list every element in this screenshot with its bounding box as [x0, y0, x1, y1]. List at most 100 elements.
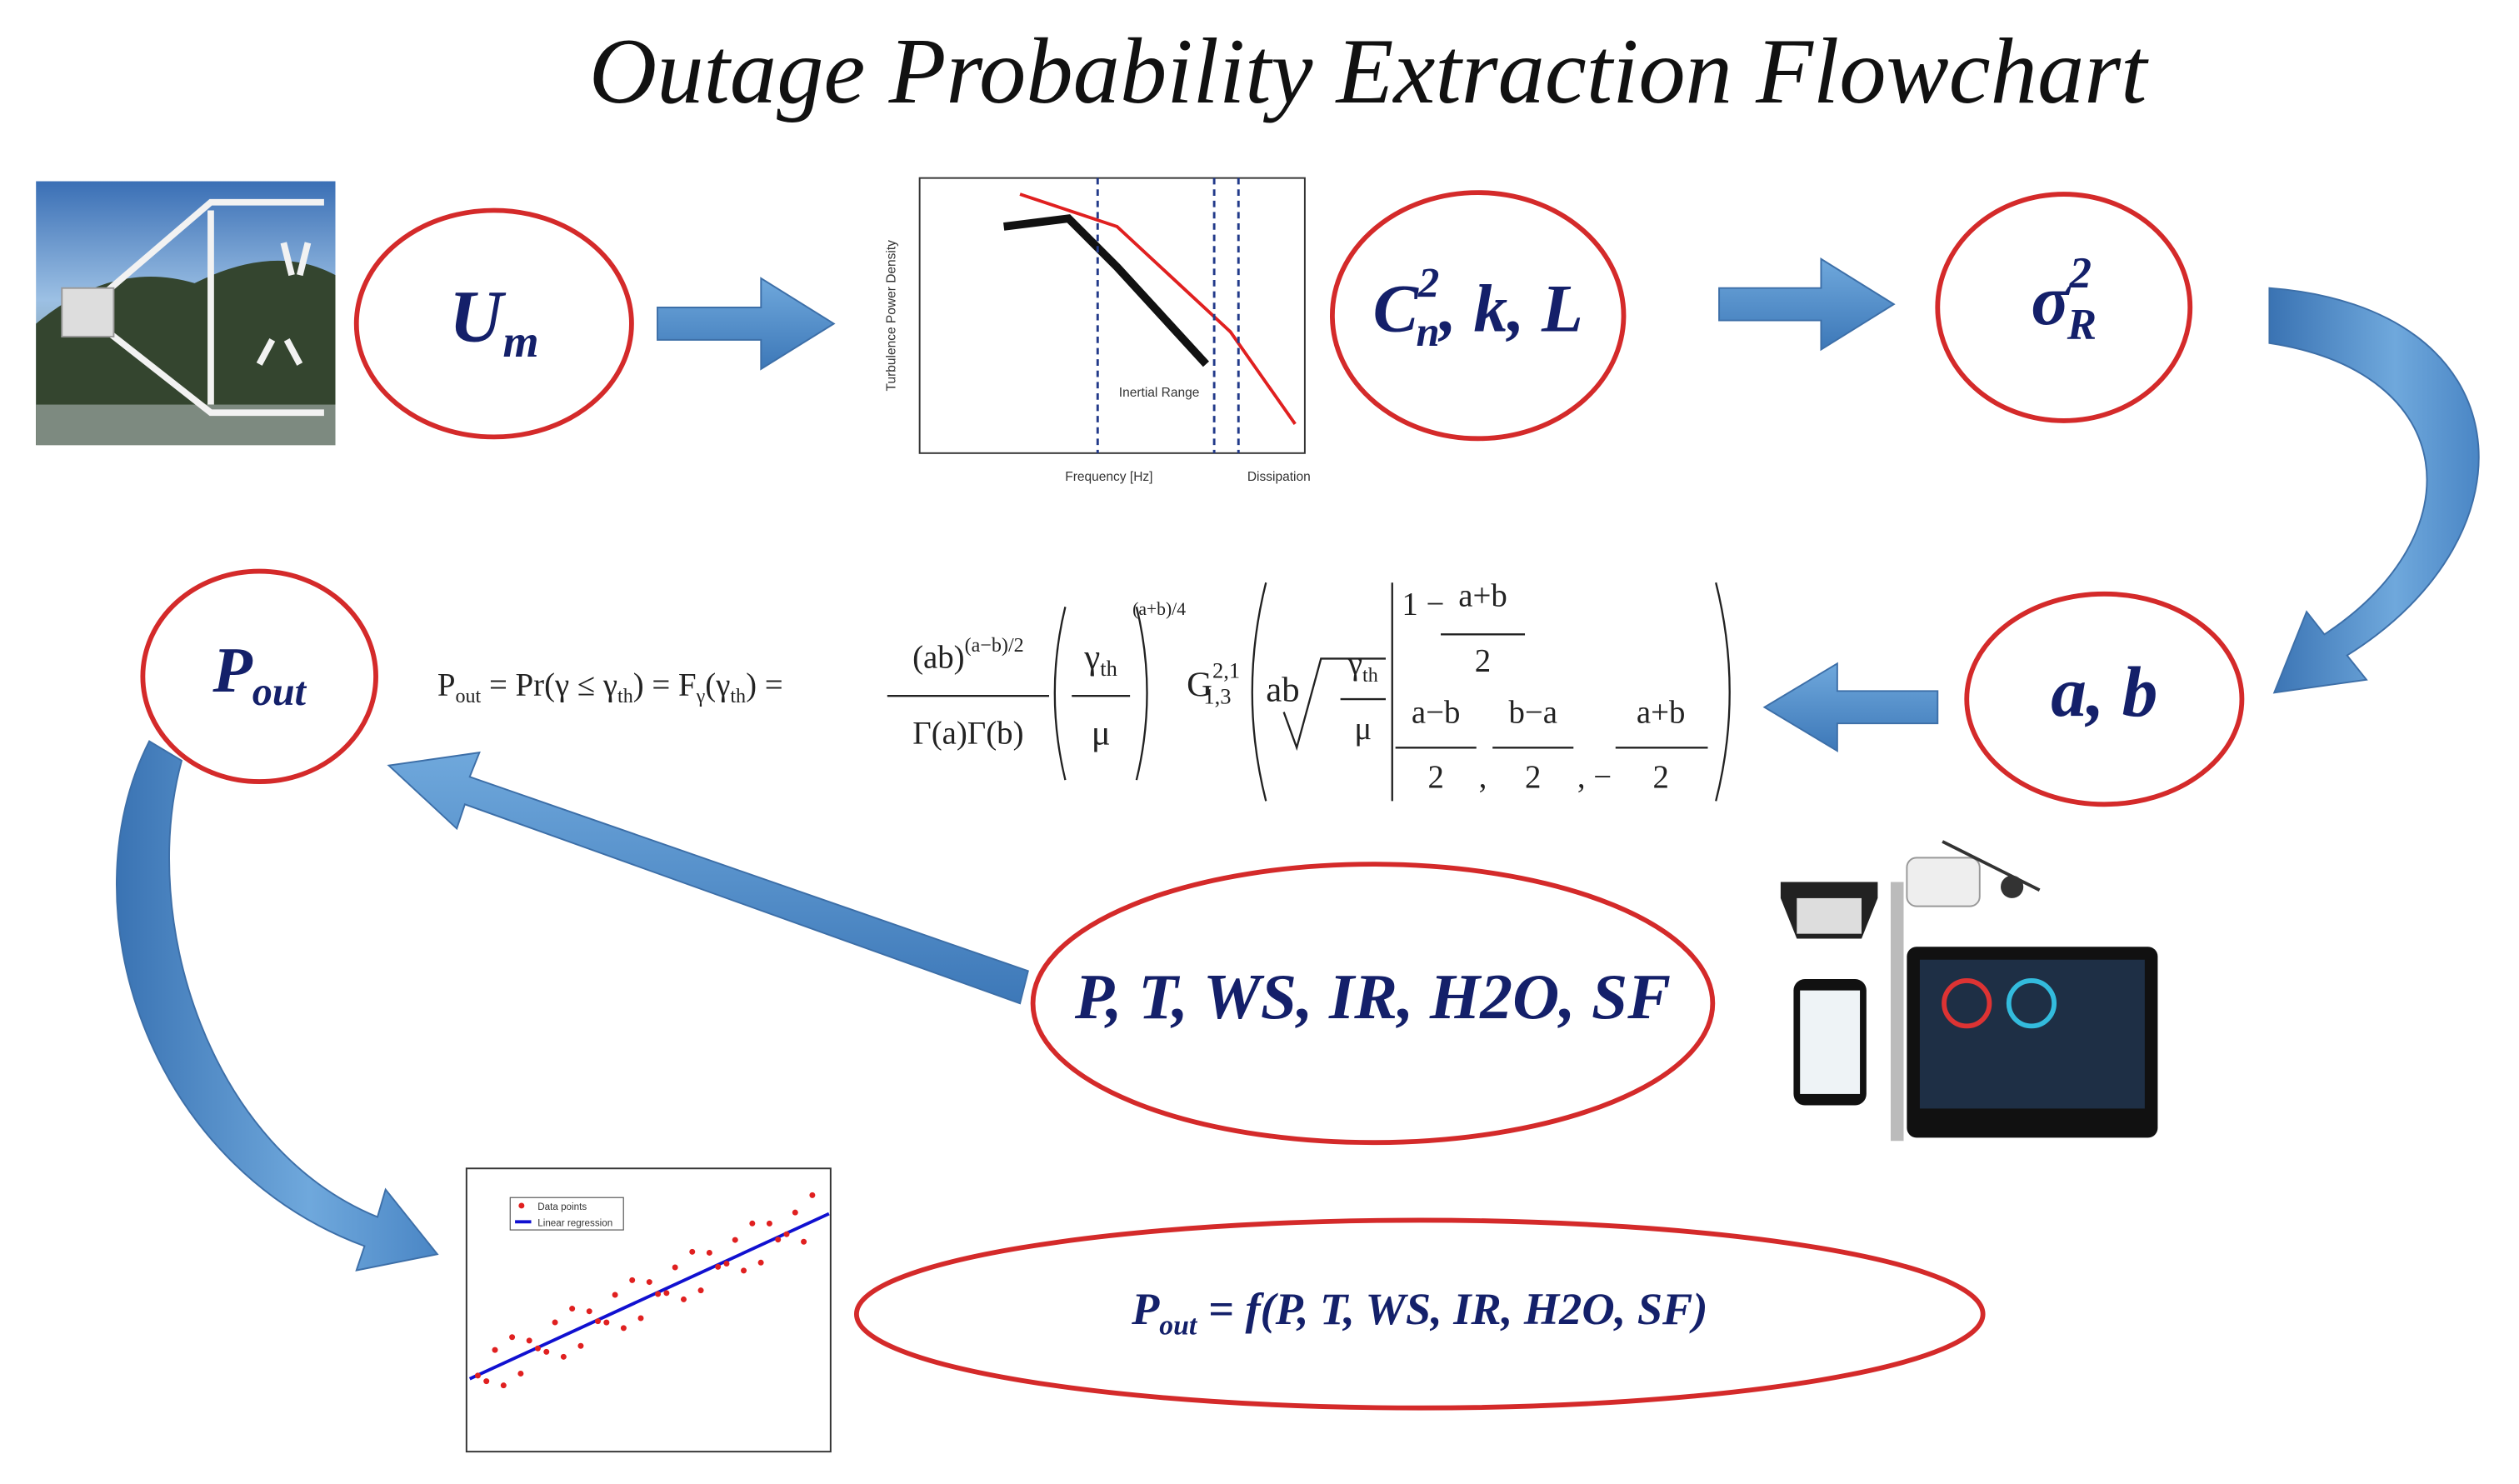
label: γth: [1083, 637, 1117, 681]
subscript: R: [2067, 301, 2097, 349]
decor-dot: [749, 1220, 756, 1227]
superscript: 2: [1417, 259, 1439, 306]
node-ellipse: [1030, 862, 1716, 1146]
label: b−a: [1508, 694, 1557, 730]
label-text: (γ: [705, 667, 730, 702]
node-ellipse: [140, 568, 378, 784]
label: 2: [1652, 759, 1668, 795]
label-text: = f(P, T, WS, IR, H2O, SF): [1197, 1285, 1707, 1335]
label-text: a−b: [1412, 694, 1461, 730]
node-ellipse: [1964, 591, 2245, 807]
label: Um: [449, 275, 539, 367]
label-text: P, T, WS, IR, H2O, SF: [1074, 961, 1671, 1032]
label: ab: [1266, 670, 1299, 709]
superscript: (a+b)/4: [1132, 599, 1186, 619]
decor-dot: [732, 1237, 738, 1243]
decor-dot: [483, 1378, 490, 1385]
label: σ2 R: [2031, 249, 2097, 349]
label-text: (ab): [912, 639, 965, 675]
decor-dot: [663, 1290, 670, 1297]
decor-dot: [766, 1220, 772, 1227]
decor-dot: [792, 1209, 798, 1216]
label: Γ(a)Γ(b): [912, 716, 1023, 752]
node-ellipse: [853, 1217, 1986, 1411]
label-text: P: [212, 634, 252, 706]
label-text: a, b: [2051, 653, 2157, 732]
decor-dot: [569, 1306, 576, 1312]
node-ellipse: [353, 207, 634, 440]
arrow: [1762, 662, 1939, 752]
decor-dot: [517, 1370, 524, 1377]
anemometer-photo: [36, 181, 336, 446]
subscript: th: [1100, 656, 1117, 681]
decor-dot: [783, 1231, 790, 1237]
decor-dot: [526, 1337, 532, 1344]
label-text: U: [449, 275, 507, 357]
arrow: [387, 751, 1029, 1005]
label-text: , k, L: [1438, 270, 1583, 346]
decor-dot: [646, 1279, 652, 1286]
label: (a+b)/4: [1132, 599, 1186, 619]
label: ,: [1479, 759, 1487, 795]
subscript: γ: [696, 686, 706, 707]
arrows: [116, 257, 2480, 1272]
label: , −: [1577, 759, 1612, 795]
arrow: [657, 277, 836, 371]
decor-dot: [629, 1277, 636, 1283]
decor-dot: [586, 1308, 592, 1315]
label-text: 2: [1475, 642, 1491, 678]
spectrum-annotation: Inertial Range: [1119, 386, 1200, 400]
label: C2 n, k, L: [1373, 259, 1583, 355]
label-text: 1 −: [1402, 586, 1444, 622]
label: a+b: [1458, 578, 1507, 614]
spectrum-plot: Frequency [Hz] Turbulence Power Density …: [885, 177, 1311, 484]
label-text: γ: [1347, 646, 1362, 682]
decor-dot: [775, 1237, 782, 1243]
label: μ: [1092, 713, 1111, 752]
label-text: ) = F: [633, 667, 697, 702]
decor-dot: [655, 1291, 662, 1297]
label-text: G: [1187, 665, 1212, 704]
decor-dot: [500, 1382, 507, 1389]
label-text: P: [437, 667, 456, 702]
label: P, T, WS, IR, H2O, SF: [1074, 961, 1671, 1032]
label-text: 2: [1652, 759, 1668, 795]
title: Outage Probability Extraction Flowchart: [589, 20, 2149, 123]
label: Pout = f(P, T, WS, IR, H2O, SF): [1131, 1285, 1707, 1342]
label-text: 2: [1427, 759, 1443, 795]
label: Pout = Pr(γ ≤ γth) = Fγ(γth) =: [437, 667, 783, 707]
node-ellipse: [1935, 192, 2193, 423]
label: 2: [1427, 759, 1443, 795]
scatter-plot: Data points Linear regression: [465, 1167, 832, 1453]
decor-dot: [560, 1353, 567, 1360]
spectrum-annotation: Dissipation: [1247, 470, 1311, 484]
label: a+b: [1637, 694, 1686, 730]
subscript: th: [730, 686, 746, 707]
decor-dot: [603, 1319, 610, 1326]
label: μ: [1354, 711, 1372, 747]
label-text: , −: [1577, 759, 1612, 795]
label-text: = Pr(γ ≤ γ: [481, 667, 617, 702]
formula-decoration: [887, 582, 1731, 802]
decor-dot: [612, 1292, 618, 1298]
decor-dot: [637, 1315, 644, 1322]
curved-arrow: [116, 740, 439, 1272]
decor-dot: [680, 1296, 687, 1302]
decor-dot: [723, 1261, 730, 1267]
decor-dot: [809, 1192, 816, 1198]
subscript: out: [455, 686, 481, 707]
subscript: out: [252, 670, 307, 714]
label: 2: [1475, 642, 1491, 678]
label-text: Γ(a)Γ(b): [912, 716, 1023, 752]
label-text: 2: [1525, 759, 1541, 795]
subscript: out: [1159, 1310, 1198, 1341]
label-text: b−a: [1508, 694, 1557, 730]
decor-dot: [741, 1267, 747, 1274]
spectrum-x-label: Frequency [Hz]: [1065, 470, 1152, 484]
label-text: a+b: [1637, 694, 1686, 730]
superscript: (a−b)/2: [965, 635, 1024, 657]
decor-dot: [595, 1318, 602, 1325]
label-text: P: [1131, 1285, 1160, 1335]
decor-dot: [577, 1342, 584, 1349]
